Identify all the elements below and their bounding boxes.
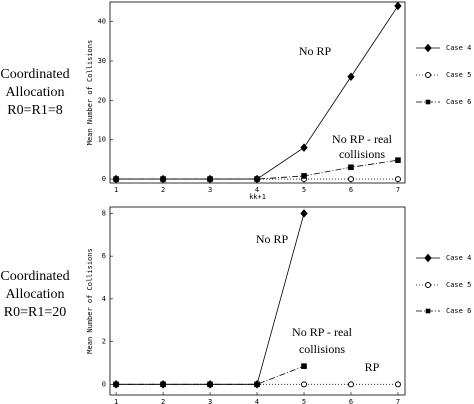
x-tick-label: 3 — [208, 186, 212, 194]
marker — [254, 381, 260, 388]
side-label: Allocation — [5, 287, 64, 302]
x-tick-label: 5 — [302, 398, 306, 404]
marker — [347, 72, 355, 82]
y-axis-label: Mean Number of Collisions — [86, 40, 94, 145]
marker — [160, 176, 166, 182]
annotation: RP — [365, 360, 380, 374]
x-tick-label: 1 — [114, 398, 118, 404]
marker — [301, 381, 308, 388]
y-tick-label: 0 — [102, 175, 106, 183]
x-tick-label: 4 — [255, 398, 259, 404]
marker — [394, 1, 402, 11]
y-tick-label: 4 — [102, 295, 106, 303]
annotation: No RP - real — [292, 325, 353, 339]
legend-label: Case 6 — [446, 98, 471, 106]
marker — [113, 381, 119, 388]
plot-frame — [109, 1, 406, 184]
marker — [394, 176, 401, 183]
legend-marker — [425, 308, 431, 314]
annotation: No RP — [299, 44, 332, 58]
annotation: collisions — [299, 342, 345, 356]
legend-label: Case 4 — [446, 44, 471, 52]
marker — [301, 363, 307, 369]
side-label: R0=R1=8 — [7, 103, 62, 118]
x-tick-label: 6 — [349, 398, 353, 404]
legend-marker — [425, 282, 431, 288]
y-tick-label: 8 — [102, 209, 106, 217]
legend-label: Case 5 — [446, 281, 471, 289]
plot-frame — [109, 206, 406, 396]
annotation: collisions — [339, 147, 385, 161]
marker — [348, 164, 354, 171]
y-tick-label: 30 — [98, 57, 106, 65]
marker — [254, 176, 260, 182]
x-tick-label: 1 — [114, 186, 118, 194]
y-axis-label: Mean Number of Collisions — [86, 248, 94, 353]
annotation: No RP — [256, 232, 289, 246]
legend-marker — [425, 99, 431, 105]
y-tick-label: 20 — [98, 96, 106, 104]
x-tick-label: 6 — [349, 186, 353, 194]
legend-marker — [425, 72, 431, 78]
annotation: No RP - real — [332, 132, 393, 146]
marker — [301, 173, 307, 179]
side-label: Coordinated — [0, 269, 69, 284]
marker — [395, 157, 401, 163]
x-tick-label: 2 — [161, 186, 165, 194]
y-tick-label: 0 — [102, 380, 106, 388]
marker — [207, 176, 213, 182]
x-tick-label: 7 — [396, 186, 400, 194]
legend-label: Case 5 — [446, 71, 471, 79]
x-tick-label: 2 — [161, 398, 165, 404]
y-tick-label: 10 — [98, 136, 106, 144]
marker — [300, 209, 308, 218]
marker — [207, 381, 213, 388]
x-tick-label: 5 — [302, 186, 306, 194]
legend-label: Case 6 — [446, 307, 471, 315]
y-tick-label: 2 — [102, 338, 106, 346]
marker — [347, 381, 354, 388]
y-tick-label: 40 — [98, 18, 106, 26]
side-label: R0=R1=20 — [4, 305, 66, 320]
marker — [347, 176, 354, 183]
x-tick-label: 3 — [208, 398, 212, 404]
x-tick-label: 7 — [396, 398, 400, 404]
side-label: Coordinated — [0, 67, 69, 82]
marker — [300, 143, 308, 152]
y-tick-label: 6 — [102, 252, 106, 260]
legend-label: Case 4 — [446, 254, 471, 262]
marker — [394, 381, 401, 388]
legend-marker — [424, 253, 432, 263]
x-tick-label: 4 — [255, 186, 259, 194]
side-label: Allocation — [5, 85, 64, 100]
x-axis-label: kk+1 — [249, 193, 266, 201]
legend-marker — [424, 43, 432, 53]
marker — [113, 176, 119, 182]
marker — [160, 381, 166, 388]
